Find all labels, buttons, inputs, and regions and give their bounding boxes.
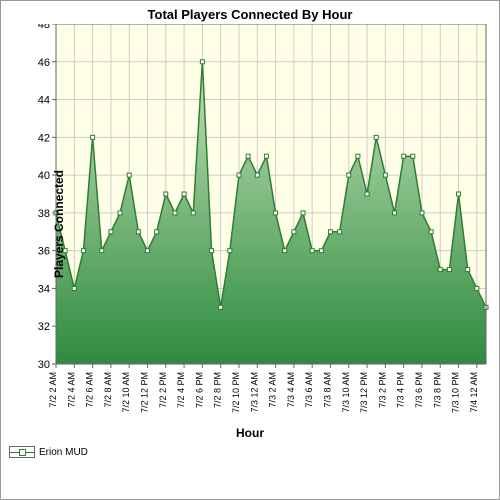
svg-text:7/2 6 PM: 7/2 6 PM [194,372,204,408]
legend-label: Erion MUD [39,447,88,458]
svg-text:40: 40 [38,170,50,182]
svg-text:44: 44 [38,95,50,107]
svg-text:7/2 10 AM: 7/2 10 AM [121,372,131,413]
svg-text:46: 46 [38,57,50,69]
svg-text:7/2 12 PM: 7/2 12 PM [139,372,149,413]
svg-text:34: 34 [38,283,50,295]
y-axis-label: Players Connected [52,170,66,278]
svg-text:7/2 2 AM: 7/2 2 AM [48,372,58,408]
svg-text:7/2 2 PM: 7/2 2 PM [158,372,168,408]
svg-text:7/2 8 PM: 7/2 8 PM [213,372,223,408]
x-axis-label: Hour [1,424,499,442]
svg-text:7/3 10 AM: 7/3 10 AM [341,372,351,413]
svg-text:7/3 4 PM: 7/3 4 PM [396,372,406,408]
svg-text:7/3 8 AM: 7/3 8 AM [322,372,332,408]
svg-text:7/2 10 PM: 7/2 10 PM [231,372,241,413]
chart-title: Total Players Connected By Hour [1,1,499,24]
svg-text:7/2 4 AM: 7/2 4 AM [66,372,76,408]
svg-text:7/3 2 PM: 7/3 2 PM [377,372,387,408]
plot-svg: 30 32 34 36 38 40 42 44 46 48 7/2 2 AM 7/2 4 AM 7/2 … [1,24,499,424]
svg-text:7/4 12 AM: 7/4 12 AM [469,372,479,413]
svg-text:7/3 4 AM: 7/3 4 AM [286,372,296,408]
legend-swatch [9,446,35,458]
legend-marker-icon [19,449,26,456]
legend: Erion MUD [1,442,499,462]
svg-text:38: 38 [38,208,50,220]
svg-text:7/3 6 AM: 7/3 6 AM [304,372,314,408]
svg-text:7/3 12 AM: 7/3 12 AM [249,372,259,413]
plot-wrapper: Players Connected 30 32 34 36 38 40 42 44 46 48 7/… [1,24,499,424]
chart-container: Total Players Connected By Hour Players … [0,0,500,500]
svg-text:7/3 6 PM: 7/3 6 PM [414,372,424,408]
svg-text:36: 36 [38,246,50,258]
svg-text:30: 30 [38,359,50,371]
svg-text:32: 32 [38,321,50,333]
svg-text:7/3 8 PM: 7/3 8 PM [432,372,442,408]
svg-text:48: 48 [38,24,50,31]
svg-text:7/3 2 AM: 7/3 2 AM [268,372,278,408]
svg-text:42: 42 [38,132,50,144]
svg-text:7/2 4 PM: 7/2 4 PM [176,372,186,408]
svg-text:7/2 8 AM: 7/2 8 AM [103,372,113,408]
svg-text:7/2 6 AM: 7/2 6 AM [85,372,95,408]
svg-text:7/3 10 PM: 7/3 10 PM [451,372,461,413]
svg-text:7/3 12 PM: 7/3 12 PM [359,372,369,413]
